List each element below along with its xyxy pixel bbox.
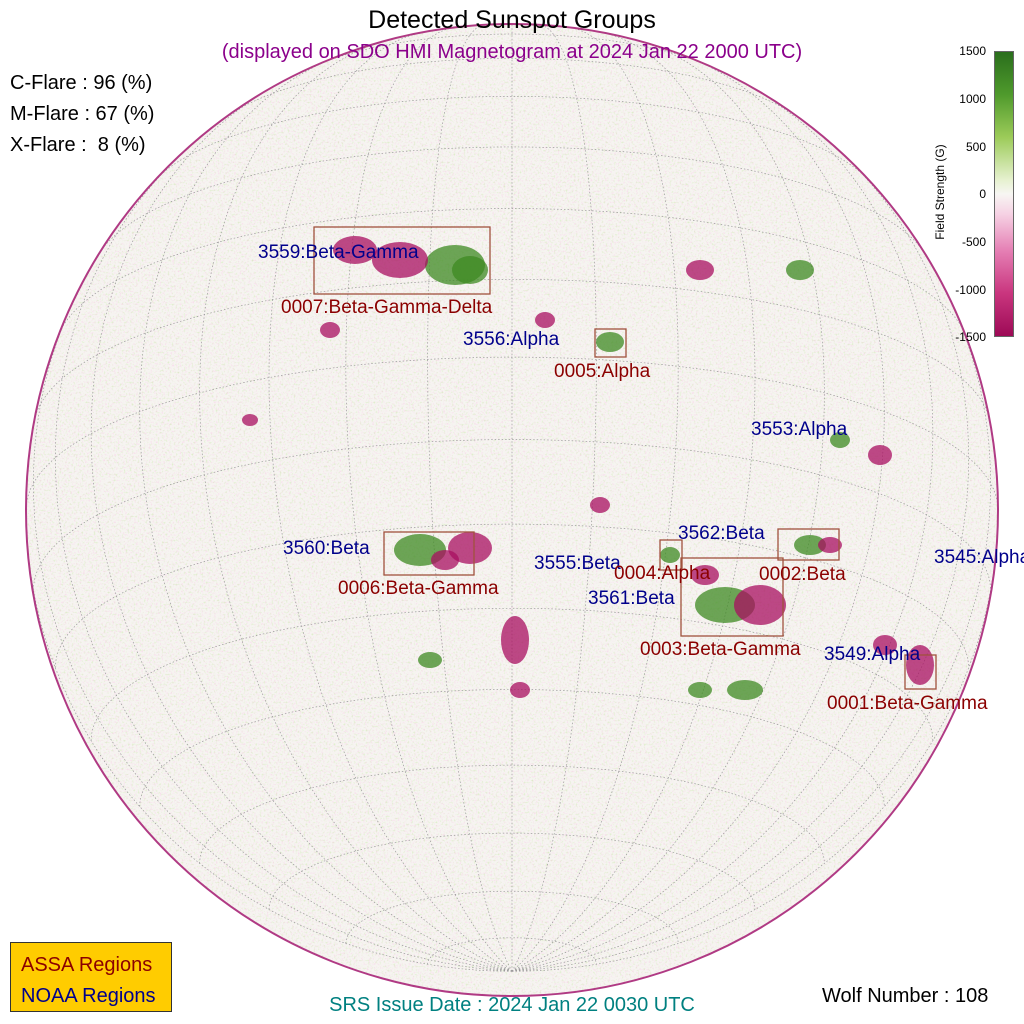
assa-label-0005: 0005:Alpha (554, 361, 651, 382)
legend-assa-label: ASSA Regions (21, 954, 153, 976)
noaa-label-3560: 3560:Beta (283, 538, 370, 559)
assa-label-0002: 0002:Beta (759, 564, 846, 585)
colorbar-tick: 0 (979, 187, 986, 201)
assa-label-0003: 0003:Beta-Gamma (640, 639, 801, 660)
assa-label-0007: 0007:Beta-Gamma-Delta (281, 297, 493, 318)
colorbar-tick: -1000 (955, 283, 986, 297)
x-flare-probability: X-Flare : 8 (%) (10, 134, 146, 156)
colorbar-tick: 1000 (959, 92, 986, 106)
c-flare-probability: C-Flare : 96 (%) (10, 72, 153, 94)
noaa-label-3549: 3549:Alpha (824, 644, 921, 665)
chart-subtitle: (displayed on SDO HMI Magnetogram at 202… (221, 41, 803, 63)
noaa-label-3553: 3553:Alpha (751, 419, 848, 440)
field-strength-colorbar (994, 51, 1014, 337)
m-flare-probability: M-Flare : 67 (%) (10, 103, 155, 125)
region-legend: ASSA Regions NOAA Regions (10, 942, 172, 1012)
noaa-label-3555: 3555:Beta (534, 553, 621, 574)
noaa-label-3559: 3559:Beta-Gamma (258, 242, 419, 263)
chart-title: Detected Sunspot Groups (368, 6, 656, 34)
wolf-number: Wolf Number : 108 (822, 985, 989, 1007)
colorbar-tick: -1500 (955, 330, 986, 344)
noaa-label-3562: 3562:Beta (678, 523, 765, 544)
noaa-label-3556: 3556:Alpha (463, 329, 560, 350)
colorbar-tick: -500 (961, 235, 986, 249)
assa-label-0001: 0001:Beta-Gamma (827, 693, 988, 714)
colorbar-label: Field Strength (G) (933, 144, 947, 240)
noaa-label-3561: 3561:Beta (588, 588, 675, 609)
colorbar-tick: 1500 (959, 44, 986, 58)
assa-label-0006: 0006:Beta-Gamma (338, 578, 499, 599)
srs-issue-date: SRS Issue Date : 2024 Jan 22 0030 UTC (329, 994, 695, 1016)
assa-label-0004: 0004:Alpha (614, 563, 711, 584)
noaa-label-3545: 3545:Alpha (934, 547, 1024, 568)
legend-noaa-label: NOAA Regions (21, 985, 156, 1007)
colorbar-tick: 500 (965, 140, 986, 154)
